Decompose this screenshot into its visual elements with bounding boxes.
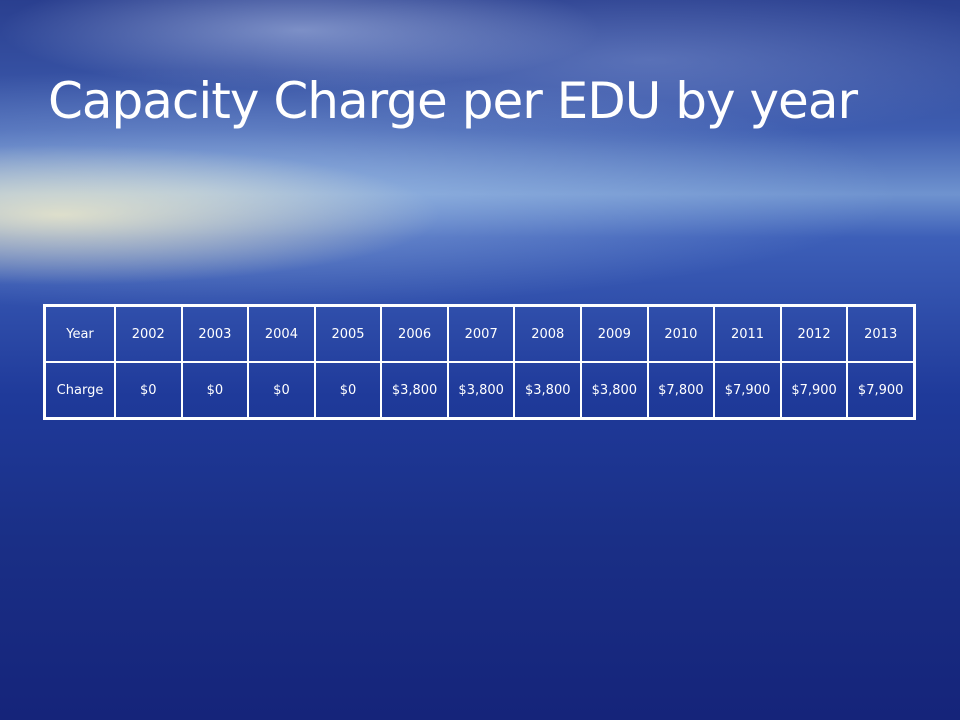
table-cell: 2012 (780, 306, 848, 362)
charge-table: Year 2002 2003 2004 2005 2006 2007 2008 2009 2010… (43, 304, 916, 420)
table-cell: $0 (314, 362, 382, 418)
table-cell: $7,900 (847, 362, 914, 418)
table-cell: 2009 (581, 306, 648, 362)
table-cell: 2007 (447, 306, 515, 362)
table-cell: 2005 (314, 306, 382, 362)
table-cell: $0 (181, 362, 249, 418)
table-cell: $3,800 (514, 362, 582, 418)
table-cell: $0 (115, 362, 182, 418)
table-cell: $7,900 (780, 362, 848, 418)
table-cell: $7,800 (647, 362, 715, 418)
row-header: Charge (45, 362, 115, 418)
table-cell: 2013 (847, 306, 914, 362)
table-cell: 2008 (514, 306, 582, 362)
table-row: Year 2002 2003 2004 2005 2006 2007 2008 2009 2010… (45, 306, 914, 362)
table-cell: $7,900 (714, 362, 781, 418)
table-cell: 2011 (714, 306, 781, 362)
table-cell: $3,800 (447, 362, 515, 418)
row-header: Year (45, 306, 115, 362)
table-body: Year 2002 2003 2004 2005 2006 2007 2008 2009 2010… (45, 306, 914, 418)
table-cell: 2002 (115, 306, 182, 362)
slide-title: Capacity Charge per EDU by year (48, 72, 858, 130)
table-cell: 2010 (647, 306, 715, 362)
table-cell: $3,800 (381, 362, 448, 418)
table-cell: $3,800 (581, 362, 648, 418)
table-cell: $0 (248, 362, 315, 418)
table-cell: 2006 (381, 306, 448, 362)
table-row: Charge $0 $0 $0 $0 $3,800 $3,800 $3,800 $3,800 $7… (45, 362, 914, 418)
table-cell: 2003 (181, 306, 249, 362)
table-cell: 2004 (248, 306, 315, 362)
